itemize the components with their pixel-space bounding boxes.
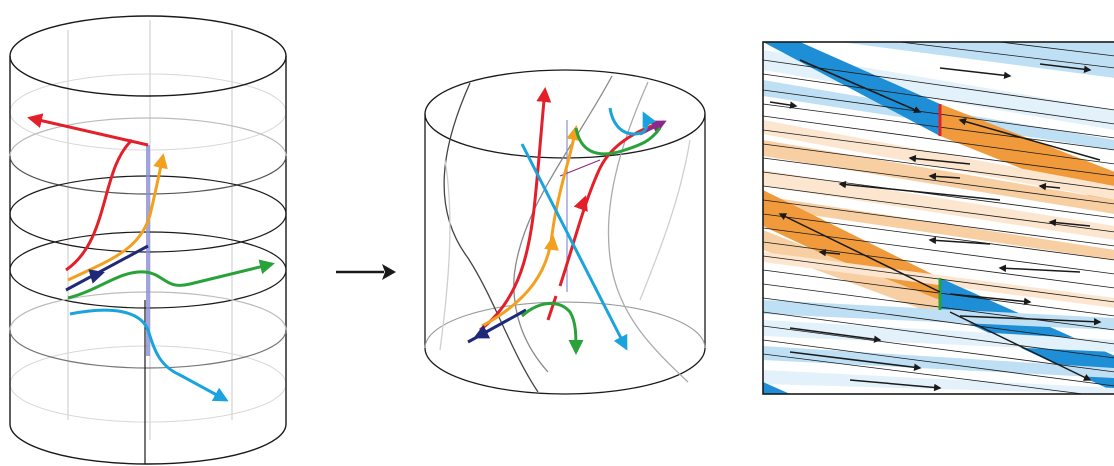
cyan-curve: [69, 308, 229, 402]
green-curve-twisted-bottom: [521, 302, 584, 355]
square-frame: [762, 41, 1114, 395]
panel-twisted-cylinder: [424, 69, 706, 395]
twisted-bottom-front: [424, 347, 706, 395]
twisted-bottom-back: [424, 301, 706, 349]
panel-stacked-cylinder: [9, 15, 287, 465]
navy-arrowhead-twisted: [473, 324, 491, 339]
red-curve-upper: [27, 113, 149, 147]
panel-flattened-square: [762, 41, 1114, 395]
red-curve-mid-arrow: [573, 195, 588, 212]
twist-lines: [439, 75, 691, 393]
cylinder-top-rim: [9, 15, 287, 97]
cyan-curve-twisted-top: [608, 107, 657, 136]
orange-mid-arrow: [544, 235, 559, 251]
red-dashed-curve: [546, 120, 665, 321]
long-right-arrow-icon: [336, 264, 396, 280]
thin-purple-guide: [559, 159, 601, 177]
twisted-top-rim: [424, 69, 706, 159]
orange-curve: [67, 153, 168, 282]
red-curve-left: [479, 87, 552, 332]
green-curve-twisted-top: [574, 127, 662, 156]
red-curve-lower: [65, 138, 134, 272]
cylinder-bottom-rim: [9, 423, 287, 465]
green-curve: [67, 259, 275, 300]
flow-arrows: [769, 59, 1102, 392]
cyan-line-twisted: [520, 143, 628, 351]
navy-curve: [65, 244, 149, 292]
navy-arrowhead: [88, 269, 105, 284]
